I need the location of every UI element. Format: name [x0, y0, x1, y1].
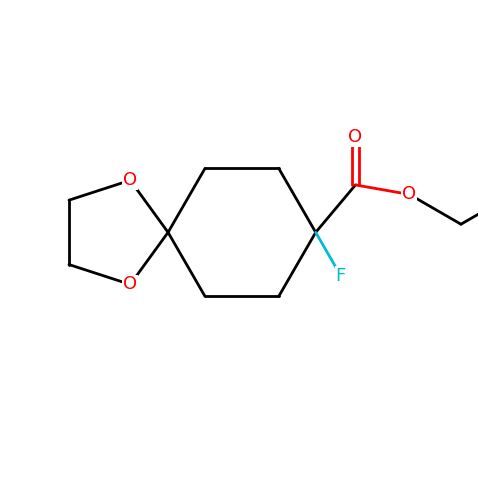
Text: O: O: [348, 128, 363, 146]
Text: O: O: [402, 185, 416, 204]
Text: O: O: [123, 171, 137, 189]
Text: O: O: [123, 275, 137, 294]
Text: F: F: [336, 267, 346, 285]
